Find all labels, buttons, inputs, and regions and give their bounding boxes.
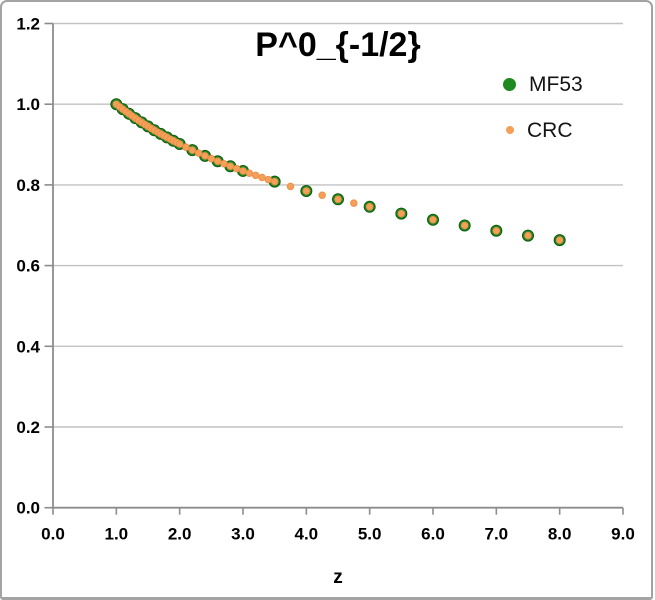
crc-marker [318,191,326,199]
crc-marker [555,236,564,244]
crc-marker [286,182,295,191]
y-tick-label: 0.0 [16,499,40,518]
x-tick-label: 9.0 [611,525,635,544]
x-tick-label: 6.0 [421,525,445,544]
crc-marker [232,164,241,173]
y-tick-label: 0.6 [16,257,40,276]
crc-marker [270,177,279,186]
x-tick-label: 8.0 [548,525,572,544]
crc-marker [334,195,342,204]
crc-marker [258,173,266,182]
x-tick-label: 4.0 [295,525,319,544]
crc-marker [213,157,222,165]
crc-marker [365,203,374,211]
crc-marker [397,209,406,218]
crc-marker [245,169,254,177]
x-tick-label: 0.0 [41,525,65,544]
crc-marker [194,149,203,157]
crc-marker [524,231,532,240]
crc-marker [175,140,184,148]
crc-marker [220,160,228,168]
crc-marker [239,167,247,175]
x-axis-title: z [333,567,343,588]
y-tick-label: 1.2 [16,15,40,34]
x-tick-label: 2.0 [168,525,192,544]
crc-marker [201,152,209,160]
crc-marker [251,171,260,180]
y-tick-label: 1.0 [16,95,40,114]
x-tick-label: 7.0 [485,525,509,544]
crc-marker [226,162,235,170]
crc-marker [207,154,216,163]
x-tick-label: 3.0 [231,525,255,544]
crc-marker [492,226,501,235]
crc-marker [429,216,437,224]
crc-marker [182,143,190,151]
legend-item-crc[interactable]: CRC [503,114,633,146]
legend-label-crc: CRC [527,118,573,142]
crc-marker [188,146,197,154]
crc-marker [264,175,273,184]
y-tick-label: 0.8 [16,176,40,195]
crc-marker [350,199,358,207]
y-tick-label: 0.2 [16,418,40,437]
legend-label-mf53: MF53 [529,72,583,96]
x-tick-label: 5.0 [358,525,382,544]
chart-title: P^0_{-1/2} [255,26,421,64]
y-tick-label: 0.4 [16,337,40,356]
mf53-marker-icon [503,77,516,91]
legend-item-mf53[interactable]: MF53 [503,68,633,100]
crc-marker-icon [506,126,514,134]
crc-marker [460,221,469,230]
x-tick-label: 1.0 [105,525,129,544]
crc-marker [302,187,311,195]
legend: MF53 CRC [503,68,633,160]
